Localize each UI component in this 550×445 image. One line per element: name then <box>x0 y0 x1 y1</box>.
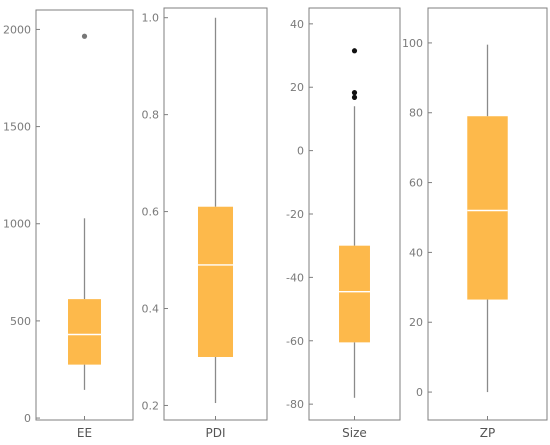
y-tick-label: -80 <box>286 398 304 411</box>
x-axis-label: PDI <box>205 426 225 440</box>
y-tick-label: 20 <box>290 81 304 94</box>
panel-ee: 0 500 1000 1500 2000 EE <box>3 9 134 440</box>
y-tick-label: 0.4 <box>142 303 160 316</box>
y-tick-label: 1000 <box>3 218 31 231</box>
y-tick-label: 0.6 <box>142 206 160 219</box>
y-tick-label: 40 <box>409 246 423 259</box>
y-tick-label: 1.0 <box>142 12 160 25</box>
y-tick-label: -60 <box>286 335 304 348</box>
y-tick-label: 0 <box>416 386 423 399</box>
y-tick-label: 0.2 <box>142 399 160 412</box>
y-tick-label: 0 <box>297 145 304 158</box>
y-tick-label: 0.8 <box>142 109 160 122</box>
panel-zp: 0 20 40 60 80 100 ZP <box>402 7 548 440</box>
panel-size: -80 -60 -40 -20 0 20 40 Size <box>286 7 401 440</box>
y-tick-label: 80 <box>409 107 423 120</box>
iqr-box <box>68 299 101 365</box>
y-tick-label: 20 <box>409 316 423 329</box>
y-tick-label: 0 <box>24 412 31 425</box>
outlier-point <box>81 33 88 39</box>
outlier-point <box>351 48 358 54</box>
x-axis-label: EE <box>77 426 92 440</box>
outlier-point <box>351 90 358 96</box>
y-tick-label: 40 <box>290 18 304 31</box>
y-tick-label: -40 <box>286 271 304 284</box>
panel-pdi: 0.2 0.4 0.6 0.8 1.0 PDI <box>142 7 268 440</box>
y-tick-label: -20 <box>286 208 304 221</box>
y-tick-label: 2000 <box>3 23 31 36</box>
y-tick-label: 1500 <box>3 121 31 134</box>
y-tick-label: 100 <box>402 37 423 50</box>
y-tick-label: 60 <box>409 177 423 190</box>
x-axis-label: Size <box>342 426 367 440</box>
x-axis-label: ZP <box>480 426 495 440</box>
outlier-point <box>351 94 358 100</box>
y-tick-label: 500 <box>10 315 31 328</box>
iqr-box <box>197 206 234 357</box>
iqr-box <box>467 116 508 300</box>
iqr-box <box>339 245 370 343</box>
